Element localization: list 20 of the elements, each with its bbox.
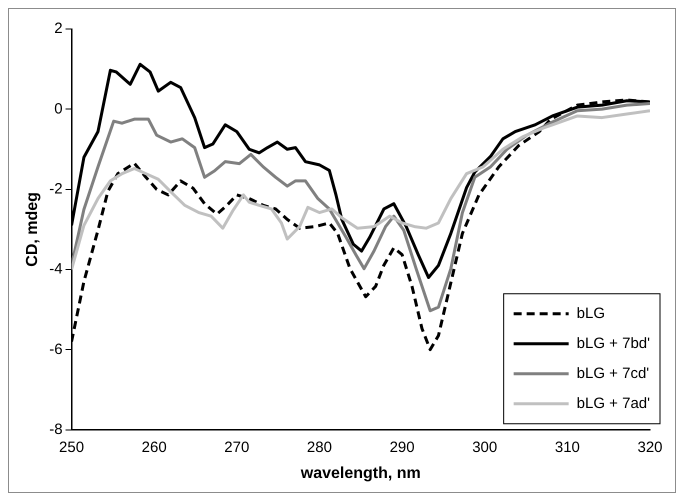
y-tick-label: 0 [54, 100, 63, 118]
x-tick-label: 290 [390, 438, 415, 456]
x-tick-label: 300 [472, 438, 498, 456]
x-tick-label: 260 [142, 438, 167, 456]
y-axis-title: CD, mdeg [24, 192, 42, 267]
x-axis-title: wavelength, nm [300, 464, 421, 482]
legend-label: bLG + 7bd' [576, 334, 650, 352]
x-tick-label: 270 [224, 438, 250, 456]
legend-label: bLG + 7ad' [576, 394, 650, 412]
y-tick-label: -8 [49, 420, 63, 438]
x-tick-label: 310 [554, 438, 580, 456]
legend-label: bLG + 7cd' [576, 364, 650, 382]
y-tick-label: -6 [49, 340, 63, 358]
x-tick-label: 250 [59, 438, 84, 456]
y-tick-label: -2 [49, 180, 63, 198]
x-tick-label: 280 [306, 438, 332, 456]
legend-label: bLG [576, 304, 606, 322]
y-tick-label: -4 [49, 260, 63, 278]
x-tick-label: 320 [637, 438, 663, 456]
y-tick-label: 2 [54, 20, 63, 38]
